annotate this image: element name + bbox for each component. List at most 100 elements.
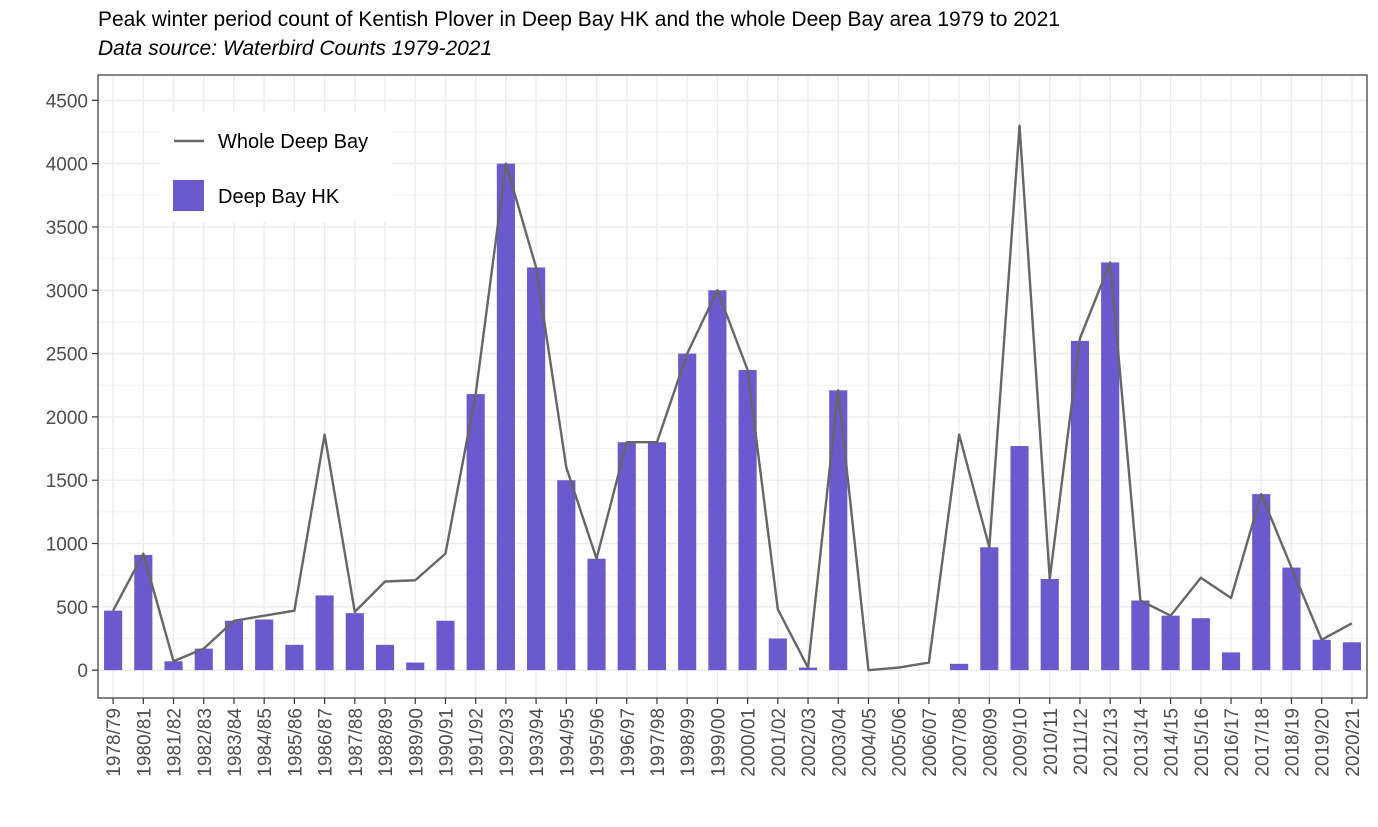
x-tick-label: 1983/84 (225, 708, 246, 777)
bar (1221, 652, 1241, 671)
x-axis: 1978/79 1980/81 1981/82 1982/83 1983/84 1984/… (104, 698, 1364, 777)
x-tick-label: 2001/02 (769, 708, 790, 777)
x-tick-label: 2013/14 (1131, 708, 1152, 777)
y-tick-label: 2000 (46, 408, 88, 429)
plot-panel-border (97, 74, 1368, 699)
bar (345, 613, 364, 671)
y-axis: 0 500 1000 1500 2000 2500 3000 3500 4000 4500 (46, 91, 98, 682)
x-tick-label: 2005/06 (890, 708, 911, 777)
bar (255, 619, 274, 671)
bar (436, 620, 455, 671)
x-tick-label: 1981/82 (165, 708, 186, 777)
x-tick-label: 1999/00 (708, 708, 729, 777)
chart-subtitle: Data source: Waterbird Counts 1979-2021 (98, 37, 493, 60)
x-tick-label: 1997/98 (648, 708, 669, 777)
bar (406, 662, 425, 671)
x-tick-label: 1994/95 (557, 708, 578, 777)
x-tick-label: 1992/93 (497, 708, 518, 777)
bar (1252, 494, 1271, 671)
bar (224, 620, 244, 671)
bar (678, 353, 697, 671)
x-tick-label: 2002/03 (799, 708, 820, 777)
x-tick-label: 2004/05 (859, 708, 880, 777)
bar (1101, 262, 1120, 671)
chart-title: Peak winter period count of Kentish Plov… (98, 8, 1060, 31)
x-tick-label: 1998/99 (678, 708, 699, 777)
bar (285, 644, 304, 671)
x-tick-label: 1989/90 (406, 708, 427, 777)
bar (1342, 642, 1361, 671)
bar (104, 610, 123, 671)
y-tick-label: 0 (77, 661, 88, 682)
x-tick-label: 2016/17 (1222, 708, 1243, 777)
x-tick-label: 1986/87 (316, 708, 337, 777)
y-tick-label: 4500 (46, 91, 88, 112)
x-tick-label: 2003/04 (829, 708, 850, 777)
x-tick-label: 2019/20 (1313, 708, 1334, 777)
x-tick-label: 1993/94 (527, 708, 548, 777)
bar (134, 554, 153, 671)
bar (315, 595, 334, 671)
legend-label-whole-deep-bay: Whole Deep Bay (218, 131, 368, 153)
x-tick-label: 1990/91 (436, 708, 457, 777)
x-tick-label: 1978/79 (104, 708, 125, 777)
x-tick-label: 2000/01 (739, 708, 760, 777)
bar (829, 390, 848, 671)
x-tick-label: 1996/97 (618, 708, 639, 777)
legend-key-bar (173, 180, 204, 211)
bar (375, 644, 395, 671)
x-tick-label: 1982/83 (195, 708, 216, 777)
x-tick-label: 1988/89 (376, 708, 397, 777)
bar (194, 648, 213, 671)
x-tick-label: 1995/96 (588, 708, 609, 777)
bar (950, 663, 969, 671)
bar (466, 394, 485, 671)
x-tick-label: 2010/11 (1041, 708, 1062, 775)
x-tick-label: 2018/19 (1282, 708, 1303, 777)
x-tick-label: 2009/10 (1011, 708, 1032, 777)
bar (527, 267, 546, 671)
bar (1040, 578, 1059, 671)
line-whole-deep-bay (112, 124, 1353, 672)
x-tick-label: 2014/15 (1162, 708, 1183, 777)
bars-deep-bay-hk (104, 163, 1361, 671)
x-tick-label: 1984/85 (255, 708, 276, 777)
y-tick-label: 1500 (46, 471, 88, 492)
y-tick-label: 3000 (46, 281, 88, 302)
legend-label-deep-bay-hk: Deep Bay HK (218, 186, 340, 208)
bar (647, 442, 667, 671)
x-tick-label: 2015/16 (1192, 708, 1213, 777)
bar (980, 547, 999, 671)
legend: Whole Deep Bay Deep Bay HK (160, 112, 392, 222)
y-tick-label: 1000 (46, 535, 88, 556)
x-tick-label: 2008/09 (980, 708, 1001, 777)
x-tick-label: 2011/12 (1071, 708, 1092, 775)
bar (617, 442, 636, 671)
bar (164, 661, 183, 671)
bar (1070, 340, 1090, 671)
x-tick-label: 2017/18 (1252, 708, 1273, 777)
x-tick-label: 1991/92 (467, 708, 488, 777)
y-tick-label: 2500 (46, 345, 88, 366)
bar (1131, 600, 1150, 671)
series-line (112, 124, 1353, 672)
bar (1191, 618, 1210, 671)
x-tick-label: 1985/86 (285, 708, 306, 777)
bar (1010, 446, 1029, 671)
y-tick-label: 500 (56, 598, 88, 619)
bar (708, 290, 727, 671)
y-tick-label: 4000 (46, 155, 88, 176)
x-tick-label: 2020/21 (1343, 708, 1364, 777)
bar (587, 558, 606, 671)
bar (798, 667, 818, 671)
bar (557, 480, 576, 671)
bar (738, 370, 757, 671)
bar (1312, 639, 1331, 671)
x-tick-label: 1980/81 (134, 708, 155, 777)
bar (1282, 567, 1301, 671)
x-tick-label: 1987/88 (346, 708, 367, 777)
x-tick-label: 2012/13 (1101, 708, 1122, 777)
y-tick-label: 3500 (46, 218, 88, 239)
bar (496, 163, 515, 671)
